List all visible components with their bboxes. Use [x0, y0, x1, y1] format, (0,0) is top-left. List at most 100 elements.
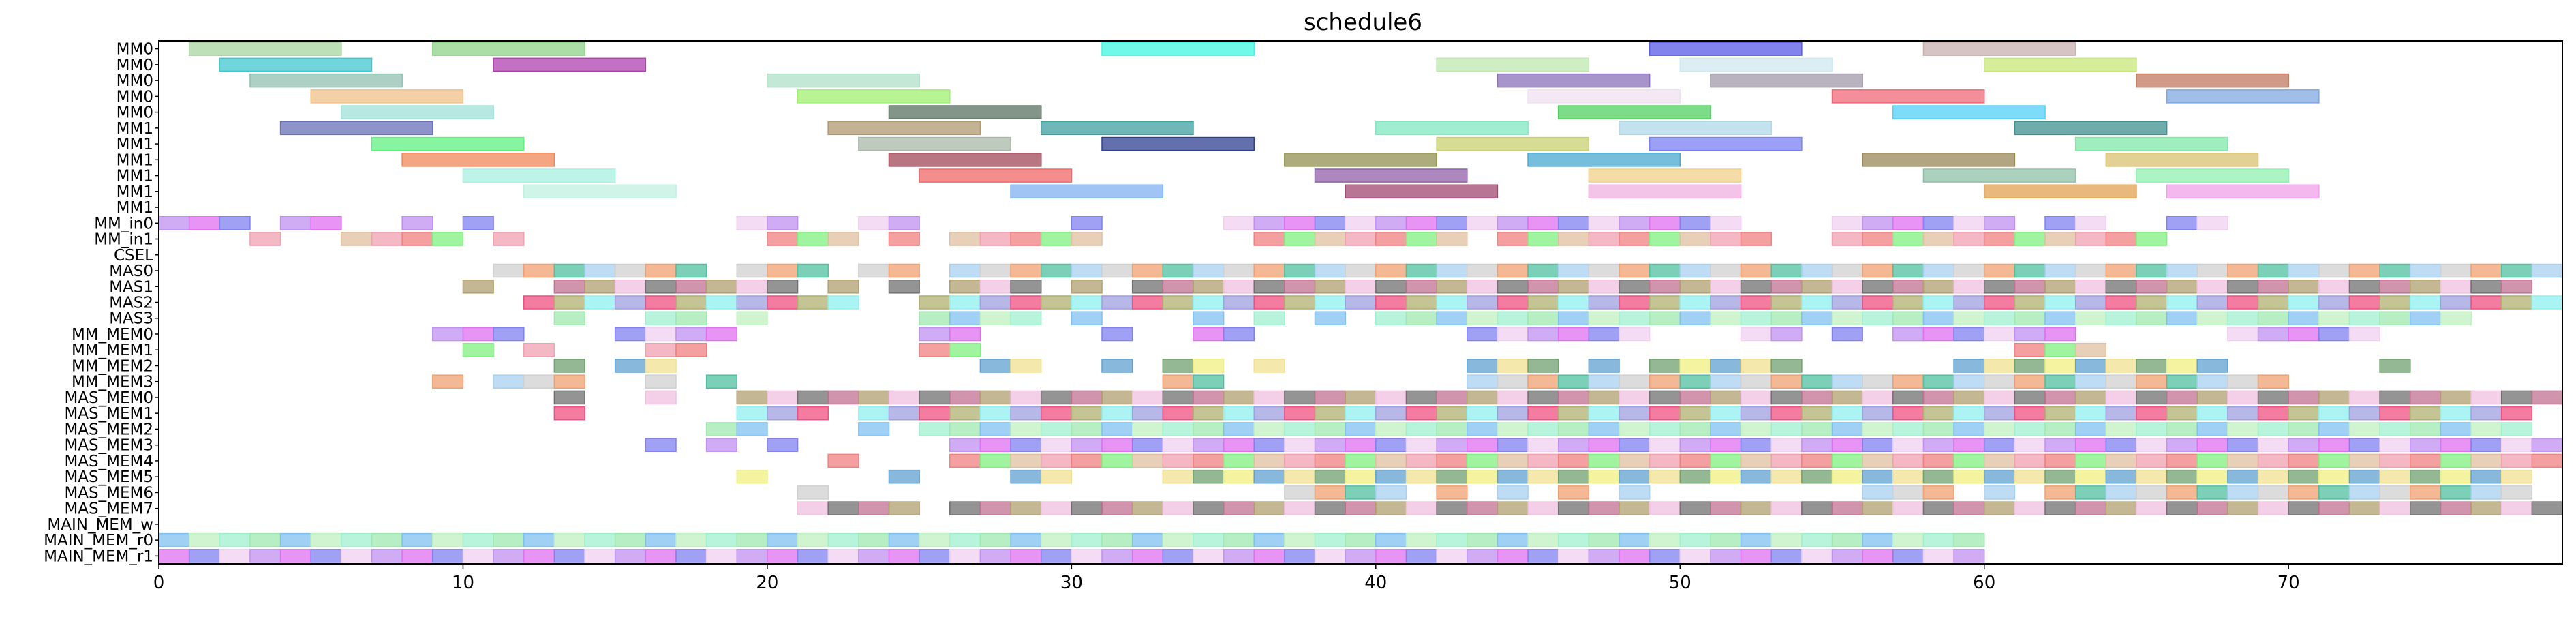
task-cell	[1467, 532, 1499, 547]
task-cell	[1162, 532, 1194, 547]
task-cell	[949, 453, 981, 468]
row-label: MM1	[117, 151, 153, 169]
task-cell	[1375, 390, 1407, 405]
task-cell	[1983, 422, 2016, 436]
task-cell	[614, 327, 647, 342]
task-cell	[1497, 263, 1529, 278]
task-cell	[2440, 485, 2472, 500]
task-cell	[1284, 216, 1316, 230]
task-cell	[2379, 279, 2411, 294]
task-cell	[1649, 453, 1681, 468]
task-cell	[1922, 327, 1954, 342]
task-cell	[2074, 390, 2107, 405]
task-cell	[2014, 327, 2046, 342]
row-label: MAS_MEM3	[64, 437, 153, 455]
task-cell	[645, 279, 677, 294]
task-cell	[279, 216, 311, 230]
task-cell	[1983, 390, 2016, 405]
task-cell	[979, 263, 1011, 278]
task-cell	[1740, 438, 1772, 452]
task-cell	[1040, 438, 1073, 452]
task-cell	[1922, 279, 1954, 294]
task-bar	[371, 136, 525, 151]
task-cell	[1162, 453, 1194, 468]
task-cell	[736, 311, 768, 326]
task-cell	[1801, 390, 1833, 405]
task-cell	[1223, 422, 1255, 436]
task-cell	[827, 532, 859, 547]
task-cell	[1557, 485, 1590, 500]
task-cell	[1862, 232, 1894, 246]
task-cell	[1679, 279, 1711, 294]
task-cell	[1071, 501, 1103, 515]
task-cell	[2074, 501, 2107, 515]
task-cell	[1679, 232, 1711, 246]
task-cell	[1710, 438, 1742, 452]
task-cell	[1497, 279, 1529, 294]
task-cell	[1953, 469, 1985, 484]
task-cell	[1770, 295, 1803, 310]
task-cell	[1253, 311, 1285, 326]
task-cell	[1223, 327, 1255, 342]
task-cell	[1953, 422, 1985, 436]
task-cell	[1131, 295, 1164, 310]
task-cell	[2166, 359, 2198, 373]
task-cell	[2227, 406, 2259, 421]
task-cell	[2196, 501, 2228, 515]
task-cell	[158, 549, 190, 563]
task-cell	[1922, 438, 1954, 452]
task-cell	[1922, 406, 1954, 421]
task-cell	[1770, 327, 1803, 342]
task-cell	[2348, 279, 2380, 294]
task-cell	[1071, 406, 1103, 421]
task-bar	[310, 89, 464, 104]
task-cell	[2500, 485, 2533, 500]
task-cell	[1983, 453, 2016, 468]
task-cell	[1375, 279, 1407, 294]
task-cell	[2105, 263, 2137, 278]
task-cell	[2318, 327, 2350, 342]
task-cell	[797, 390, 829, 405]
task-cell	[1983, 374, 2016, 389]
task-cell	[1375, 295, 1407, 310]
task-cell	[1953, 390, 1985, 405]
task-cell	[1649, 390, 1681, 405]
task-cell	[1314, 279, 1346, 294]
task-cell	[2136, 232, 2168, 246]
task-bar	[1710, 73, 1863, 88]
task-cell	[1436, 406, 1468, 421]
task-cell	[1710, 453, 1742, 468]
task-cell	[310, 549, 342, 563]
task-cell	[2136, 485, 2168, 500]
task-cell	[1527, 311, 1559, 326]
task-cell	[1527, 549, 1559, 563]
task-cell	[1314, 532, 1346, 547]
task-cell	[1010, 311, 1042, 326]
task-cell	[1467, 406, 1499, 421]
task-cell	[1862, 438, 1894, 452]
x-tick-label: 20	[756, 573, 778, 593]
task-cell	[705, 438, 738, 452]
task-cell	[2136, 295, 2168, 310]
task-bar	[1314, 168, 1468, 183]
task-cell	[705, 422, 738, 436]
row-label: MM_MEM1	[72, 342, 153, 359]
task-cell	[1892, 295, 1925, 310]
task-cell	[1740, 501, 1772, 515]
task-cell	[401, 532, 433, 547]
task-cell	[1071, 422, 1103, 436]
task-cell	[2348, 263, 2380, 278]
task-cell	[1497, 406, 1529, 421]
task-cell	[2074, 311, 2107, 326]
task-cell	[1284, 279, 1316, 294]
task-bar	[1922, 42, 2076, 56]
task-bar	[888, 153, 1042, 167]
task-cell	[1740, 422, 1772, 436]
task-cell	[1770, 311, 1803, 326]
task-cell	[1131, 279, 1164, 294]
task-cell	[1467, 279, 1499, 294]
task-cell	[949, 549, 981, 563]
task-cell	[2074, 295, 2107, 310]
task-cell	[1405, 532, 1437, 547]
